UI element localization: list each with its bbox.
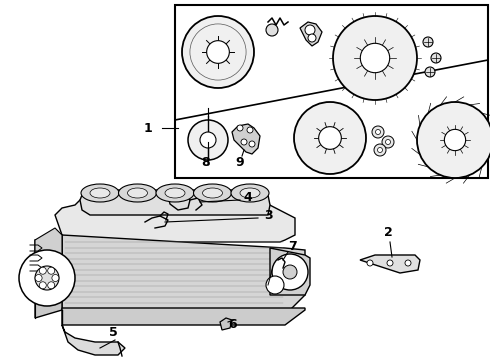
Circle shape (182, 16, 254, 88)
Text: 9: 9 (236, 156, 245, 168)
Ellipse shape (90, 188, 110, 198)
Text: 7: 7 (288, 239, 296, 252)
Polygon shape (80, 190, 270, 215)
Circle shape (35, 266, 59, 290)
Circle shape (305, 25, 315, 35)
Circle shape (266, 24, 278, 36)
Ellipse shape (119, 184, 156, 202)
Circle shape (39, 282, 46, 289)
Polygon shape (35, 228, 62, 275)
Circle shape (367, 260, 373, 266)
Bar (175, 5, 488, 178)
Text: 6: 6 (229, 319, 237, 332)
Circle shape (283, 265, 297, 279)
Circle shape (249, 141, 255, 147)
Ellipse shape (231, 184, 269, 202)
Text: 5: 5 (109, 325, 118, 338)
Circle shape (52, 274, 59, 282)
Circle shape (266, 276, 284, 294)
Circle shape (405, 260, 411, 266)
Circle shape (188, 120, 228, 160)
Circle shape (417, 102, 490, 178)
Polygon shape (232, 124, 260, 154)
Polygon shape (62, 308, 305, 325)
Ellipse shape (156, 184, 194, 202)
Polygon shape (168, 190, 190, 210)
Circle shape (423, 37, 433, 47)
Circle shape (333, 16, 417, 100)
Circle shape (308, 34, 316, 42)
Ellipse shape (81, 184, 119, 202)
Circle shape (382, 136, 394, 148)
Ellipse shape (127, 188, 147, 198)
Polygon shape (360, 255, 420, 273)
Polygon shape (300, 22, 322, 46)
Circle shape (48, 282, 55, 289)
Ellipse shape (194, 184, 231, 202)
Text: 2: 2 (384, 225, 392, 239)
Circle shape (375, 130, 381, 135)
Circle shape (241, 139, 247, 145)
Circle shape (247, 127, 253, 133)
Circle shape (272, 254, 308, 290)
Ellipse shape (240, 188, 260, 198)
Circle shape (386, 140, 391, 144)
Circle shape (374, 144, 386, 156)
Polygon shape (62, 235, 305, 310)
Polygon shape (35, 235, 62, 318)
Text: 1: 1 (144, 122, 152, 135)
Circle shape (377, 148, 383, 153)
Circle shape (237, 125, 243, 131)
Polygon shape (62, 325, 125, 355)
Circle shape (360, 43, 390, 73)
Ellipse shape (165, 188, 185, 198)
Text: 3: 3 (264, 208, 272, 221)
Circle shape (48, 267, 55, 274)
Ellipse shape (202, 188, 222, 198)
Circle shape (444, 129, 466, 150)
Circle shape (431, 53, 441, 63)
Polygon shape (55, 200, 295, 242)
Circle shape (207, 41, 229, 63)
Circle shape (318, 127, 342, 149)
Text: 8: 8 (202, 156, 210, 168)
Text: 4: 4 (244, 190, 252, 203)
Polygon shape (270, 248, 310, 295)
Circle shape (35, 274, 42, 282)
Circle shape (19, 250, 75, 306)
Circle shape (372, 126, 384, 138)
Circle shape (294, 102, 366, 174)
Circle shape (200, 132, 216, 148)
Circle shape (387, 260, 393, 266)
Circle shape (39, 267, 46, 274)
Polygon shape (220, 318, 232, 330)
Circle shape (425, 67, 435, 77)
